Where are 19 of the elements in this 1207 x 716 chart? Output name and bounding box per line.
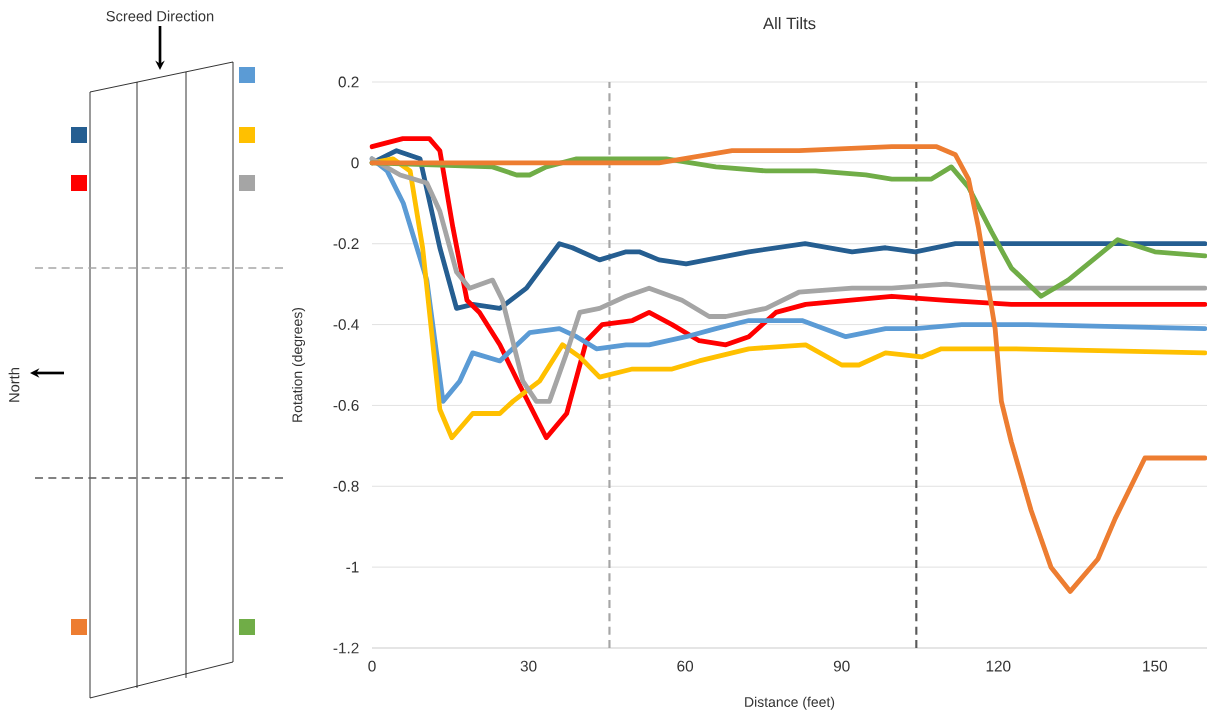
y-tick-label: -0.4 [333,319,359,330]
chart-title: All Tilts [763,17,816,30]
x-tick-label: 150 [1143,660,1167,672]
y-tick-label: 0 [351,157,359,169]
y-tick-label: -1.2 [333,642,359,654]
x-tick-label: 120 [986,660,1011,672]
y-axis-title: Rotation (degrees) [292,307,306,422]
x-tick-label: 0 [368,660,376,672]
x-axis-title: Distance (feet) [745,696,835,710]
y-tick-label: -0.2 [333,238,359,250]
y-tick-label: -0.8 [333,480,359,492]
y-tick-label: -1 [346,561,359,573]
x-tick-label: 90 [833,660,850,672]
y-tick-label: 0.2 [338,76,359,88]
text: North [8,368,20,402]
x-tick-label: 30 [520,660,537,672]
y-tick-label: -0.6 [333,400,359,411]
x-tick-label: 60 [677,660,694,672]
text: Screed Direction [106,10,214,22]
